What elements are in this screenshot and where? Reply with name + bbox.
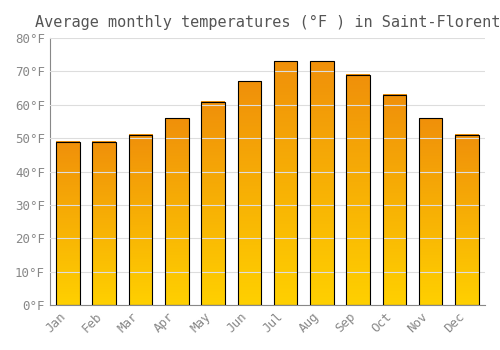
Bar bbox=[165, 118, 188, 305]
Bar bbox=[310, 62, 334, 305]
Bar bbox=[202, 102, 225, 305]
Title: Average monthly temperatures (°F ) in Saint-Florent: Average monthly temperatures (°F ) in Sa… bbox=[34, 15, 500, 30]
Bar bbox=[346, 75, 370, 305]
Bar bbox=[274, 62, 297, 305]
Bar bbox=[455, 135, 478, 305]
Bar bbox=[238, 82, 261, 305]
Bar bbox=[92, 141, 116, 305]
Bar bbox=[419, 118, 442, 305]
Bar bbox=[382, 95, 406, 305]
Bar bbox=[56, 141, 80, 305]
Bar bbox=[128, 135, 152, 305]
